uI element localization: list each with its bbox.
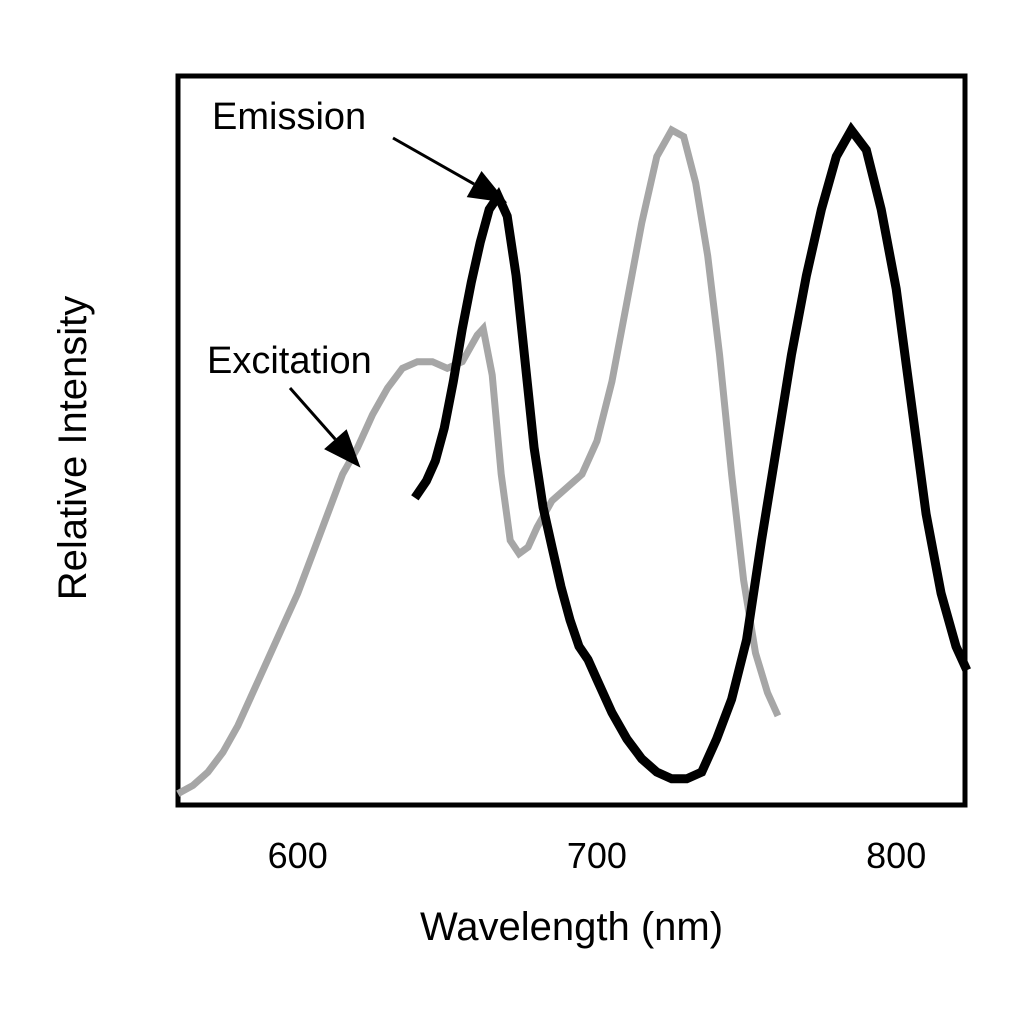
annotation-arrow-head (466, 171, 508, 203)
x-tick-label: 800 (866, 835, 926, 876)
x-tick-label: 600 (268, 835, 328, 876)
annotation-label-excitation: Excitation (207, 340, 372, 382)
annotation-arrow-head (324, 429, 361, 468)
y-axis-label: Relative Intensity (51, 296, 95, 601)
x-tick-label: 700 (567, 835, 627, 876)
annotation-label-emission: Emission (212, 96, 366, 138)
x-axis-label: Wavelength (nm) (420, 905, 723, 949)
x-tick-labels: 600 700 800 (268, 835, 927, 876)
series-layer (176, 121, 971, 797)
annotation-layer: Emission Excitation (207, 96, 508, 468)
series-line-excitation (176, 125, 782, 797)
annotation-arrow-line (288, 387, 337, 441)
series-line-emission (411, 121, 971, 784)
plot-frame (175, 73, 968, 808)
annotation-arrow-line (392, 136, 475, 186)
